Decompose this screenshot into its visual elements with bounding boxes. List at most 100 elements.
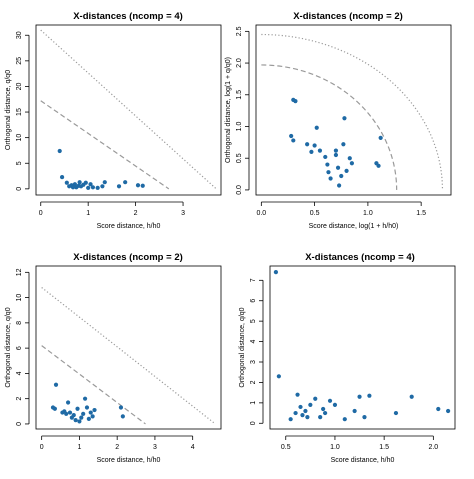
chart2-data-point: [328, 176, 333, 181]
chart4-data-point: [446, 408, 451, 414]
chart3-y-tick-label: 8: [16, 321, 23, 325]
chart2-data-point: [349, 161, 355, 166]
chart3-data-point: [67, 410, 73, 415]
chart3-y-tick-label: 12: [16, 268, 23, 276]
chart2-data-point: [323, 154, 328, 160]
chart3-data-point: [86, 416, 91, 421]
chart1-panel: X-distances (ncomp = 4) 0 1 2 3 Score distanc…: [5, 11, 222, 230]
chart1-data-point: [116, 184, 122, 189]
chart2-x-tick-label: 0.0: [256, 210, 266, 217]
chart4-data-point: [273, 270, 279, 275]
chart1-y-axis-label: Orthogonal distance, q/q0: [5, 70, 12, 150]
chart4-data-point: [357, 394, 362, 399]
chart4-data-point: [318, 415, 323, 420]
chart4-data-point: [436, 406, 441, 412]
chart4-data-point: [295, 392, 300, 397]
chart1-y-tick-label: 15: [16, 108, 23, 116]
chart3-y-tick-label: 4: [16, 371, 23, 375]
chart4-y-tick-label: 0: [250, 421, 257, 425]
chart2-panel: X-distances (ncomp = 2) 0.0 0.5 1.0 1.5 Score…: [225, 11, 452, 230]
chart1-data-point: [102, 180, 107, 185]
chart2-data-point: [339, 173, 344, 179]
chart3-data-point: [53, 382, 59, 387]
chart2-y-tick-label: 1.0: [236, 122, 243, 132]
chart4-y-axis-label: Orthogonal distance, q/q0: [239, 307, 246, 387]
chart3-x-tick-label: 2: [115, 444, 119, 451]
chart4-data-point: [409, 394, 414, 399]
chart2-x-tick-label: 1.0: [363, 210, 373, 217]
chart3-data-point: [64, 411, 69, 416]
chart4-y-tick-label: 4: [250, 340, 257, 344]
chart4-data-point: [303, 408, 308, 414]
chart1-x-tick-label: 3: [181, 210, 185, 217]
chart4-x-tick-label: 1.5: [379, 444, 389, 451]
chart2-data-point: [337, 183, 342, 188]
chart4-x-tick-label: 0.5: [281, 444, 291, 451]
chart3-title: X-distances (ncomp = 2): [73, 252, 183, 263]
chart1-limit-line-dotted: [40, 29, 217, 190]
chart3-data-point: [77, 419, 82, 424]
chart2-y-tick-label: 2.0: [236, 58, 243, 68]
chart3-data-point: [118, 405, 124, 410]
chart1-y-tick-label: 20: [16, 82, 23, 90]
chart1-data-point: [86, 185, 91, 190]
chart2-data-point: [325, 162, 330, 167]
chart1-data-point: [135, 183, 141, 188]
chart1-y-tick-label: 0: [16, 187, 23, 191]
chart4-data-point: [367, 393, 372, 398]
chart1-data-point: [88, 182, 93, 187]
chart3-data-point: [73, 418, 78, 423]
chart1-data-point: [90, 185, 96, 190]
chart1-x-tick-label: 2: [134, 210, 138, 217]
chart3-y-axis-label: Orthogonal distance, q/q0: [5, 307, 12, 387]
chart2-x-tick-label: 1.5: [416, 210, 426, 217]
chart4-data-point: [393, 410, 399, 416]
chart3-data-point: [90, 414, 95, 419]
chart4-data-point: [362, 415, 367, 420]
chart1-data-point: [59, 174, 65, 180]
chart4-data-point: [308, 402, 313, 407]
chart2-y-axis-label: Orthogonal distance, log(1 + q/q0): [225, 57, 232, 163]
chart3-limit-line-dotted: [41, 287, 216, 425]
chart4-data-point: [323, 410, 328, 416]
chart4-y-tick-label: 7: [250, 278, 257, 282]
chart1-x-tick-label: 1: [86, 210, 90, 217]
chart3-x-tick-label: 3: [153, 444, 157, 451]
chart3-data-point: [82, 396, 88, 401]
chart1-title: X-distances (ncomp = 4): [73, 11, 183, 22]
chart2-y-tick-label: 2.5: [236, 26, 243, 36]
chart3-data-point: [84, 405, 90, 410]
chart4-data-point: [276, 374, 281, 379]
chart2-plot-frame: [255, 24, 452, 196]
chart4-y-tick-label: 1: [250, 401, 257, 405]
chart3-data-point: [75, 406, 80, 411]
chart4-data-point: [327, 398, 333, 403]
chart3-data-point: [52, 406, 57, 411]
chart2-data-point: [333, 148, 339, 153]
chart1-limit-line-dashed: [40, 100, 170, 190]
chart2-data-point: [289, 133, 294, 139]
chart2-limit-line-dotted: [261, 33, 444, 190]
chart3-x-tick-label: 1: [77, 444, 81, 451]
chart4-title: X-distances (ncomp = 4): [305, 252, 415, 263]
chart1-data-point: [57, 148, 62, 154]
chart2-data-point: [305, 142, 310, 147]
chart3-data-point: [71, 413, 76, 418]
chart4-data-point: [288, 417, 293, 422]
chart2-x-axis-label: Score distance, log(1 + h/h0): [309, 223, 399, 230]
chart4-y-tick-label: 3: [250, 360, 257, 364]
chart3-plot-frame: [35, 265, 222, 430]
chart2-data-point: [333, 152, 339, 158]
chart2-data-point: [342, 116, 347, 121]
chart1-data-point: [70, 185, 76, 190]
chart2-y-tick-label: 1.5: [236, 90, 243, 100]
chart2-x-tick-label: 0.5: [310, 210, 320, 217]
chart1-data-point: [64, 180, 69, 185]
chart4-plot-frame: [269, 265, 456, 430]
chart3-y-tick-label: 0: [16, 422, 23, 426]
chart2-data-point: [291, 138, 296, 143]
chart4-data-point: [332, 402, 338, 407]
chart3-data-point: [79, 415, 84, 420]
